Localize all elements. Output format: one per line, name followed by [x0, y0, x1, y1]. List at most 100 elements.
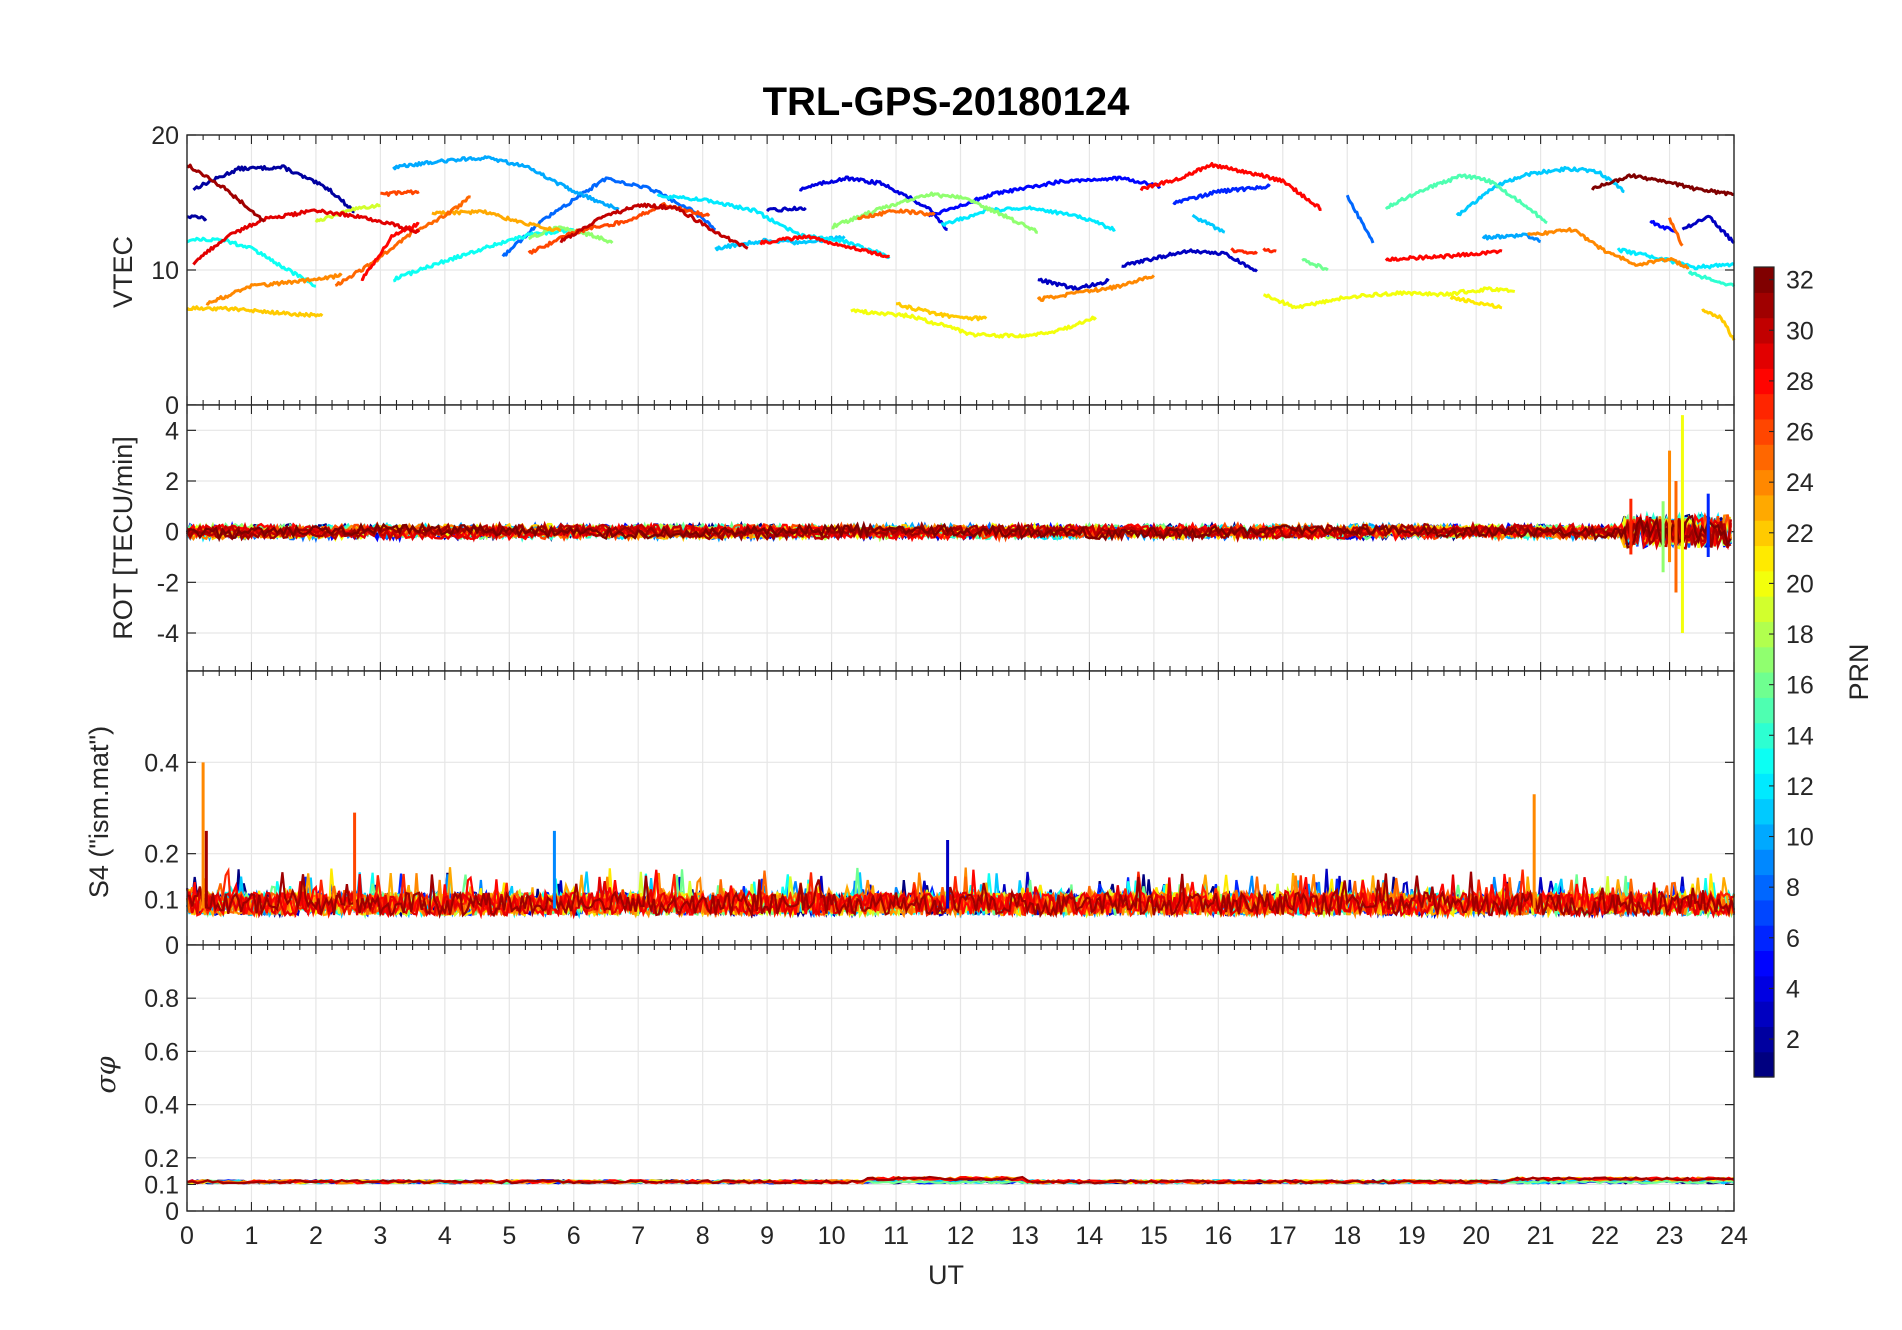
x-tick-label: 0: [180, 1222, 194, 1250]
colorbar-segment: [1754, 469, 1774, 496]
vtec-series-prn-25: [856, 208, 936, 221]
x-tick-label: 11: [883, 1222, 909, 1250]
s4-series-prn-31: [186, 871, 1736, 920]
vtec-series-prn-20: [850, 308, 1097, 339]
colorbar-tick-label: 24: [1786, 469, 1814, 497]
x-tick-label: 4: [438, 1222, 452, 1250]
vtec-series-prn-17: [528, 225, 614, 244]
colorbar-segment: [1754, 545, 1774, 572]
vtec-series-prn-13: [186, 236, 317, 288]
x-tick-label: 9: [760, 1222, 774, 1250]
colorbar-segment: [1754, 292, 1774, 319]
vtec-series-prn-17: [831, 191, 1038, 234]
vtec-series-prn-2: [186, 214, 208, 222]
vtec-series-prn-24: [205, 272, 343, 306]
x-tick-label: 13: [1011, 1222, 1039, 1250]
vtec-series-prn-20: [1262, 286, 1516, 310]
colorbar-tick-label: 14: [1786, 722, 1814, 750]
colorbar-tick-label: 32: [1786, 267, 1814, 295]
x-tick-label: 6: [567, 1222, 581, 1250]
sigma-phi-panel: 00.10.2 0.4 0.6 0.8: [144, 944, 1735, 1226]
vtec-series-prn-26: [380, 189, 420, 197]
vtec-series-prn-5: [927, 175, 1162, 218]
rot-series-prn-30: [186, 517, 1732, 551]
chart-title: TRL-GPS-20180124: [763, 80, 1131, 124]
x-tick-label: 22: [1591, 1222, 1619, 1250]
rot-axis-label: ROT [TECU/min]: [108, 436, 138, 640]
vtec-series-prn-10: [1481, 232, 1529, 241]
vtec-series-prn-11: [1191, 213, 1226, 234]
colorbar-segment: [1754, 267, 1774, 293]
colorbar-segment: [1754, 1026, 1774, 1053]
vtec-series: [185, 155, 1736, 341]
rot-ytick-label: 2: [165, 468, 179, 496]
vtec-series-prn-24: [1036, 274, 1155, 302]
vtec-series-prn-10: [392, 155, 620, 211]
s4-ytick-label: 0.2: [144, 841, 179, 869]
vtec-series-prn-3: [1121, 248, 1258, 273]
s4-ytick-label: 0.1: [144, 886, 179, 914]
colorbar-segment: [1754, 342, 1774, 369]
vtec-series-prn-3: [1681, 214, 1736, 245]
s4-series-prn-28: [186, 869, 1736, 920]
x-tick-label: 24: [1720, 1222, 1748, 1250]
colorbar-tick-label: 26: [1786, 419, 1814, 447]
vtec-series-prn-27: [1262, 247, 1277, 254]
colorbar-segment: [1754, 975, 1774, 1002]
vtec-ytick-label: 10: [151, 257, 179, 285]
colorbar-tick-label: 18: [1786, 621, 1814, 649]
x-tick-label: 7: [631, 1222, 645, 1250]
vtec-series-prn-22: [1701, 308, 1736, 341]
vtec-series-prn-5: [1649, 219, 1677, 234]
x-tick-label: 2: [309, 1222, 323, 1250]
sigma_phi-ytick-label: 0.6: [144, 1038, 179, 1066]
colorbar-segment: [1754, 317, 1774, 344]
colorbar-segment: [1754, 950, 1774, 977]
vtec-series-prn-25: [1668, 217, 1684, 247]
colorbar-tick-label: 28: [1786, 368, 1814, 396]
colorbar-segment: [1754, 1051, 1774, 1078]
sigma_phi-ytick-label: 0.1: [144, 1171, 179, 1199]
vtec-series-prn-11: [1455, 165, 1625, 217]
s4-panel: 0 0.1 0.2 0.4: [144, 670, 1736, 960]
vtec-series-prn-23: [431, 209, 562, 233]
x-axis: 0 1 2 3 4 5 6 7 8 9 10 11 12 13 14 15 16 17 18 19 20 21 22 23 24…: [180, 1222, 1748, 1290]
s4-ytick-label: 0.4: [144, 749, 179, 777]
colorbar-segment: [1754, 444, 1774, 471]
vtec-series-prn-28: [1139, 162, 1322, 211]
colorbar-frame: [1753, 266, 1775, 1078]
vtec-series-prn-9: [1526, 234, 1542, 244]
rot-series: [185, 415, 1732, 633]
rot-series-prn-32: [186, 514, 1732, 551]
sigma_phi-series: [186, 1175, 1735, 1185]
sigma-phi-axis-label: σφ: [91, 1056, 122, 1093]
sigma-phi-frame: [186, 944, 1735, 1212]
vtec-series-prn-6: [1172, 183, 1271, 206]
colorbar-label: PRN: [1844, 643, 1874, 700]
colorbar-tick-label: 10: [1786, 824, 1814, 852]
vtec-axis-label: VTEC: [108, 236, 138, 308]
colorbar-segment: [1754, 798, 1774, 825]
vtec-ytick-label: 20: [151, 122, 179, 150]
colorbar-segment: [1754, 747, 1774, 774]
s4-axis-label: S4 ("ism.mat"): [84, 726, 114, 898]
vtec-series-prn-8: [1345, 194, 1375, 244]
x-tick-label: 8: [696, 1222, 710, 1250]
sigma-series-prn-31: [186, 1175, 1735, 1185]
colorbar-tick-label: 6: [1786, 925, 1800, 953]
rot-ytick-label: -4: [157, 620, 179, 648]
colorbar-segment: [1754, 393, 1774, 420]
vtec-ytick-label: 0: [165, 392, 179, 420]
rot-ytick-label: -2: [157, 569, 179, 597]
colorbar-segment: [1754, 418, 1774, 445]
vtec-series-prn-2: [192, 164, 355, 214]
sigma_phi-ytick-label: 0: [165, 1198, 179, 1226]
x-tick-label: 18: [1333, 1222, 1361, 1250]
vtec-series-prn-14: [1687, 270, 1736, 288]
colorbar-tick-label: 4: [1786, 975, 1800, 1003]
colorbar-tick-label: 8: [1786, 874, 1800, 902]
sigma_phi-grid: [186, 945, 1735, 1212]
colorbar-tick-label: 16: [1786, 672, 1814, 700]
x-tick-label: 17: [1269, 1222, 1297, 1250]
